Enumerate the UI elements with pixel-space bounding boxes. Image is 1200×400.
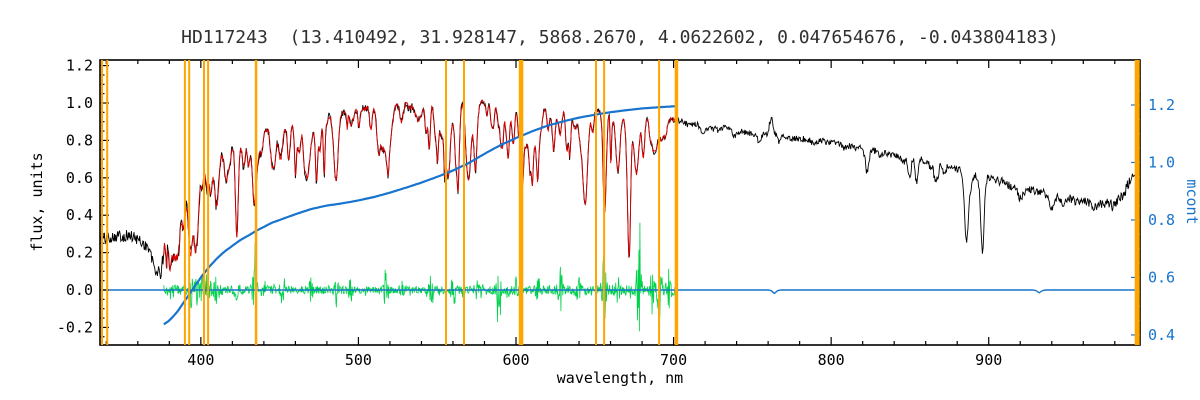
x-tick-label: 800 xyxy=(818,351,845,369)
x-axis-label: wavelength, nm xyxy=(557,369,683,387)
y-left-tick-label: 0.6 xyxy=(66,169,93,187)
marker-line xyxy=(101,60,103,345)
marker-line xyxy=(106,60,109,345)
marker-line xyxy=(658,60,661,345)
marker-line xyxy=(518,60,524,345)
tick-labels-layer: 400 500 600 700 800 900 -0.2 0.0 0.2 0.4 0.6 0.8 1.0… xyxy=(57,57,1175,369)
marker-line xyxy=(674,60,679,345)
y-right-tick-label: 1.0 xyxy=(1148,153,1175,171)
y-right-tick-label: 1.2 xyxy=(1148,96,1175,114)
marker-line xyxy=(207,60,210,345)
model-spectrum-path xyxy=(163,99,677,273)
y-axis-label-left: flux, units xyxy=(28,152,46,251)
y-right-tick-label: 0.8 xyxy=(1148,211,1175,229)
marker-line xyxy=(603,60,606,345)
mcont-curve-path xyxy=(163,105,677,326)
marker-line xyxy=(254,60,258,345)
y-left-tick-label: 1.2 xyxy=(66,57,93,75)
zero-line-path xyxy=(100,289,1140,295)
y-right-tick-label: 0.4 xyxy=(1148,326,1175,344)
x-tick-label: 700 xyxy=(660,351,687,369)
x-tick-label: 400 xyxy=(187,351,214,369)
plot-box xyxy=(99,59,1141,346)
marker-line xyxy=(188,60,191,345)
y-axis-label-right: mcont xyxy=(1183,179,1200,224)
marker-line xyxy=(463,60,465,345)
marker-line xyxy=(183,60,186,345)
x-tick-label: 600 xyxy=(502,351,529,369)
marker-line xyxy=(1134,60,1140,345)
marker-line xyxy=(595,60,597,345)
marker-line xyxy=(203,60,205,345)
marker-lines-layer xyxy=(101,60,1140,345)
data-layer xyxy=(99,99,1141,332)
y-left-tick-label: 0.0 xyxy=(66,281,93,299)
y-left-tick-label: 1.0 xyxy=(66,94,93,112)
y-left-tick-label: 0.8 xyxy=(66,131,93,149)
residual-path xyxy=(163,222,678,332)
y-left-tick-label: 0.2 xyxy=(66,244,93,262)
marker-line xyxy=(445,60,447,345)
x-tick-label: 500 xyxy=(345,351,372,369)
y-left-tick-label: -0.2 xyxy=(57,318,93,336)
y-right-tick-label: 0.6 xyxy=(1148,268,1175,286)
plot-title: HD117243 (13.410492, 31.928147, 5868.267… xyxy=(181,27,1059,48)
y-left-tick-label: 0.4 xyxy=(66,206,93,224)
x-tick-label: 900 xyxy=(975,351,1002,369)
